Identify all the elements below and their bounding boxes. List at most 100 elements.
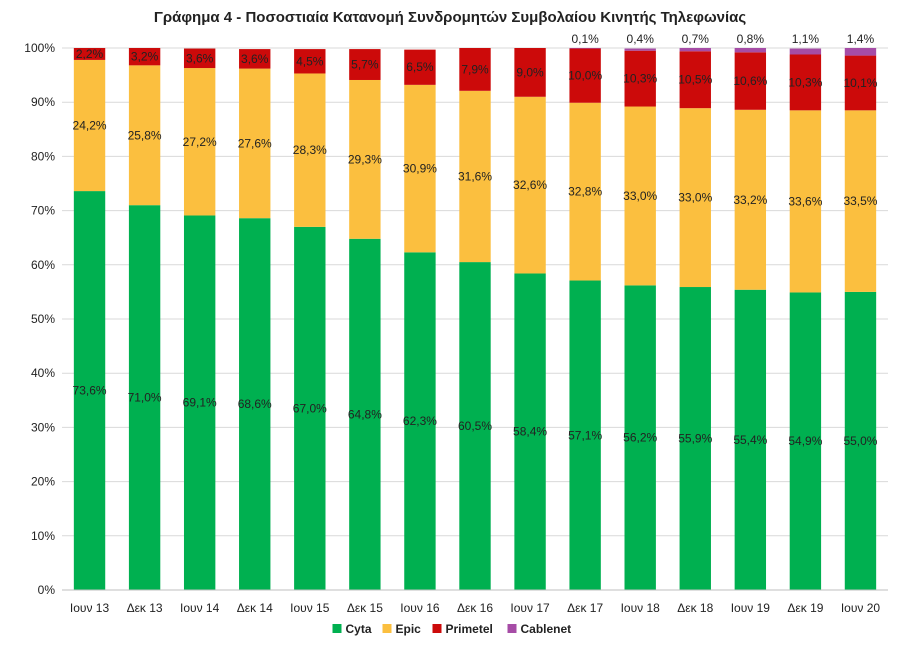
bar-cyta — [734, 289, 767, 590]
bar-cyta — [679, 287, 711, 590]
data-label-epic: 25,8% — [128, 128, 162, 142]
x-tick-label: Ιουν 13 — [70, 601, 110, 615]
data-label-epic: 33,6% — [788, 194, 822, 208]
bar-cyta — [844, 291, 877, 590]
legend-swatch-epic — [382, 624, 392, 633]
data-label-primetel: 4,5% — [296, 54, 324, 68]
data-label-primetel: 6,5% — [406, 60, 434, 74]
data-label-cablenet: 0,8% — [737, 32, 765, 46]
data-label-cyta: 55,9% — [678, 432, 712, 446]
bar-primetel — [349, 49, 381, 80]
data-label-cyta: 58,4% — [513, 425, 547, 439]
bar-primetel — [679, 51, 711, 109]
bar-primetel — [239, 49, 271, 69]
bar-cablenet — [624, 48, 656, 51]
bar-cablenet — [569, 48, 601, 49]
data-label-cyta: 55,4% — [733, 433, 767, 447]
data-label-epic: 32,6% — [513, 178, 547, 192]
bar-epic — [844, 110, 877, 292]
bar-cyta — [624, 285, 656, 590]
bar-cyta — [569, 280, 601, 590]
bar-epic — [128, 65, 161, 206]
x-tick-label: Δεκ 16 — [457, 601, 493, 615]
legend-swatch-cyta — [332, 624, 342, 633]
y-tick-label: 10% — [31, 529, 55, 543]
x-tick-label: Ιουν 17 — [510, 601, 550, 615]
data-label-primetel: 10,1% — [843, 76, 877, 90]
data-label-cyta: 57,1% — [568, 428, 602, 442]
bar-cyta — [183, 215, 216, 590]
x-tick-label: Δεκ 15 — [347, 601, 383, 615]
bar-cyta — [459, 262, 491, 590]
y-axis: 0% 10% 20% 30% 40% 50% 60% 70% 80% 90% 100% — [24, 41, 55, 597]
y-tick-label: 0% — [38, 583, 56, 597]
x-tick-label: Δεκ 17 — [567, 601, 603, 615]
data-label-cablenet: 1,1% — [792, 32, 820, 46]
data-label-epic: 33,0% — [623, 189, 657, 203]
bar-cyta — [349, 238, 381, 590]
bar-epic — [514, 96, 546, 274]
data-label-epic: 28,3% — [293, 143, 327, 157]
bar-primetel — [183, 48, 216, 69]
legend-label-primetel: Primetel — [446, 622, 493, 636]
y-tick-label: 100% — [24, 41, 55, 55]
data-label-epic: 31,6% — [458, 169, 492, 183]
data-label-epic: 32,8% — [568, 185, 602, 199]
y-tick-label: 50% — [31, 312, 55, 326]
data-labels: 73,6% 24,2% 2,2% 71,0% 25,8% 3,2% 69,1% 27,2% 3,… — [73, 32, 878, 448]
bar-epic — [459, 90, 491, 263]
data-label-epic: 33,5% — [843, 194, 877, 208]
data-label-primetel: 7,9% — [461, 62, 489, 76]
bar-primetel — [624, 50, 656, 107]
x-tick-label: Δεκ 14 — [237, 601, 273, 615]
y-tick-label: 60% — [31, 258, 55, 272]
data-label-cyta: 73,6% — [73, 384, 107, 398]
bar-primetel — [734, 52, 767, 110]
bar-cyta — [294, 226, 326, 591]
data-label-cyta: 68,6% — [238, 397, 272, 411]
data-label-cyta: 67,0% — [293, 401, 327, 415]
bar-cyta — [73, 191, 106, 590]
legend-swatch-cablenet — [507, 624, 517, 633]
data-label-epic: 33,0% — [678, 191, 712, 205]
data-label-cablenet: 0,7% — [682, 32, 710, 46]
data-label-epic: 24,2% — [73, 119, 107, 133]
data-label-epic: 29,3% — [348, 152, 382, 166]
bar-primetel — [569, 48, 601, 103]
bars — [73, 48, 877, 591]
legend: Cyta Epic Primetel Cablenet — [332, 622, 572, 636]
y-tick-label: 80% — [31, 149, 55, 163]
bar-epic — [789, 110, 822, 293]
bar-primetel — [404, 49, 436, 85]
y-tick-label: 70% — [31, 204, 55, 218]
bar-cyta — [239, 218, 271, 591]
chart-title: Γράφημα 4 - Ποσοστιαία Κατανομή Συνδρομη… — [154, 9, 747, 26]
data-label-cyta: 56,2% — [623, 431, 657, 445]
x-tick-label: Δεκ 13 — [127, 601, 163, 615]
y-tick-label: 40% — [31, 366, 55, 380]
x-tick-label: Ιουν 20 — [841, 601, 881, 615]
bar-primetel — [514, 48, 546, 97]
bar-epic — [239, 68, 271, 219]
bar-cyta — [789, 292, 822, 590]
data-label-cyta: 60,5% — [458, 419, 492, 433]
bar-cyta — [128, 205, 161, 590]
data-label-primetel: 5,7% — [351, 58, 379, 72]
bar-primetel — [789, 54, 822, 111]
legend-label-cablenet: Cablenet — [521, 622, 572, 636]
data-label-epic: 30,9% — [403, 162, 437, 176]
data-label-primetel: 9,0% — [516, 65, 544, 79]
data-label-cyta: 71,0% — [128, 391, 162, 405]
data-label-cablenet: 0,1% — [571, 32, 599, 46]
data-label-cablenet: 1,4% — [847, 32, 875, 46]
legend-swatch-primetel — [432, 624, 442, 633]
data-label-primetel: 10,5% — [678, 73, 712, 87]
data-label-cyta: 62,3% — [403, 414, 437, 428]
data-label-cyta: 64,8% — [348, 407, 382, 421]
x-tick-label: Ιουν 16 — [400, 601, 440, 615]
x-tick-label: Δεκ 19 — [787, 601, 823, 615]
data-label-primetel: 10,3% — [623, 72, 657, 86]
data-label-cyta: 69,1% — [183, 396, 217, 410]
data-label-primetel: 2,2% — [76, 47, 104, 61]
